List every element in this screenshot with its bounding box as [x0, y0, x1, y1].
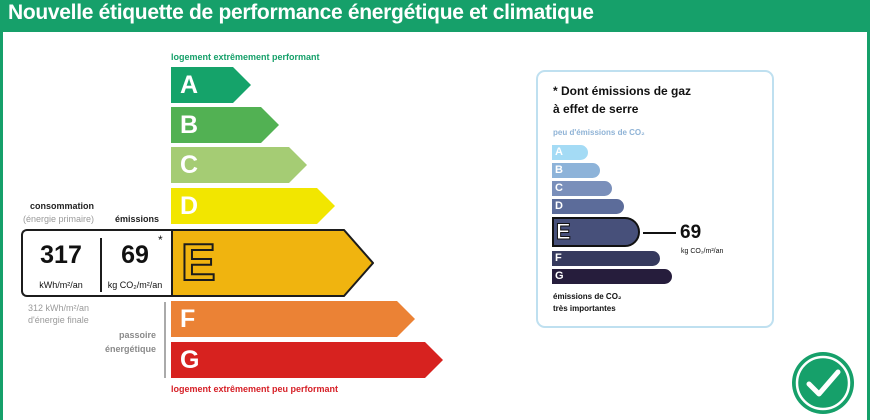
- ges-bottom-caption: émissions de CO₂ très importantes: [553, 291, 621, 315]
- final-energy-label: d'énergie finale: [28, 315, 89, 325]
- passoire-label: passoire énergétique: [92, 328, 156, 356]
- consumption-label: consommation: [30, 201, 95, 211]
- header-banner: Nouvelle étiquette de performance énergé…: [0, 0, 870, 32]
- ges-title-line-1: * Dont émissions de gaz: [553, 84, 692, 98]
- passoire-line-1: passoire: [118, 330, 156, 340]
- ges-title: * Dont émissions de gaz à effet de serre: [553, 82, 763, 118]
- ges-class-letter: A: [555, 146, 563, 158]
- ges-card: [536, 70, 774, 328]
- consumption-value: 317: [40, 241, 82, 269]
- check-icon: [791, 351, 855, 415]
- value-box: [21, 229, 171, 297]
- energy-class-letter: F: [180, 305, 196, 333]
- final-energy-note: 312 kWh/m²/an d'énergie finale: [28, 302, 89, 326]
- passoire-line-2: énergétique: [104, 344, 156, 354]
- energy-class-e: E: [171, 229, 374, 297]
- primary-energy-label: (énergie primaire): [23, 214, 95, 224]
- ges-class-letter: B: [555, 164, 563, 176]
- ges-pointer-line: [643, 232, 676, 234]
- ges-class-g: G: [552, 269, 672, 284]
- energy-class-letter: D: [180, 192, 199, 220]
- energy-class-g: G: [171, 342, 443, 378]
- energy-top-caption: logement extrêmement performant: [171, 52, 320, 62]
- value-divider: [100, 238, 102, 292]
- label-frame: [0, 32, 870, 420]
- ges-class-f: F: [552, 251, 660, 266]
- ges-class-b: B: [552, 163, 600, 178]
- final-energy-value: 312 kWh/m²/an: [28, 303, 90, 313]
- ges-class-d: D: [552, 199, 624, 214]
- energy-class-d: D: [171, 188, 335, 224]
- ges-unit: kg CO₂/m²/an: [681, 248, 724, 255]
- energy-class-a: A: [171, 67, 251, 103]
- asterisk-mark: *: [158, 233, 163, 247]
- ges-class-c: C: [552, 181, 612, 196]
- energy-class-f: F: [171, 301, 415, 337]
- ges-bottom-line-2: très importantes: [553, 304, 616, 313]
- energy-class-b: B: [171, 107, 279, 143]
- emissions-unit: kg CO₂/m²/an: [107, 280, 163, 290]
- ges-class-a: A: [552, 145, 588, 160]
- energy-bottom-caption: logement extrêmement peu performant: [171, 384, 339, 394]
- energy-class-letter: E: [180, 233, 217, 293]
- emissions-label: émissions: [115, 214, 160, 224]
- passoire-bracket: [164, 302, 166, 378]
- ges-class-letter: D: [555, 200, 563, 212]
- ges-class-letter: E: [556, 219, 572, 245]
- energy-class-letter: A: [180, 71, 199, 99]
- ges-title-line-2: à effet de serre: [553, 102, 639, 116]
- emissions-value: 69: [121, 241, 149, 269]
- energy-class-letter: C: [180, 151, 199, 179]
- ges-value: 69: [680, 222, 702, 243]
- energy-class-c: C: [171, 147, 307, 183]
- energy-class-letter: B: [180, 111, 199, 139]
- ges-bottom-line-1: émissions de CO₂: [553, 292, 622, 301]
- page-title: Nouvelle étiquette de performance énergé…: [8, 1, 594, 24]
- consumption-unit: kWh/m²/an: [39, 280, 83, 290]
- ges-class-e: E: [552, 217, 640, 247]
- ges-class-letter: C: [555, 182, 563, 194]
- ges-class-letter: F: [555, 252, 562, 264]
- ges-top-caption: peu d'émissions de CO₂: [553, 128, 645, 137]
- ges-class-letter: G: [555, 270, 564, 282]
- energy-class-letter: G: [180, 346, 200, 374]
